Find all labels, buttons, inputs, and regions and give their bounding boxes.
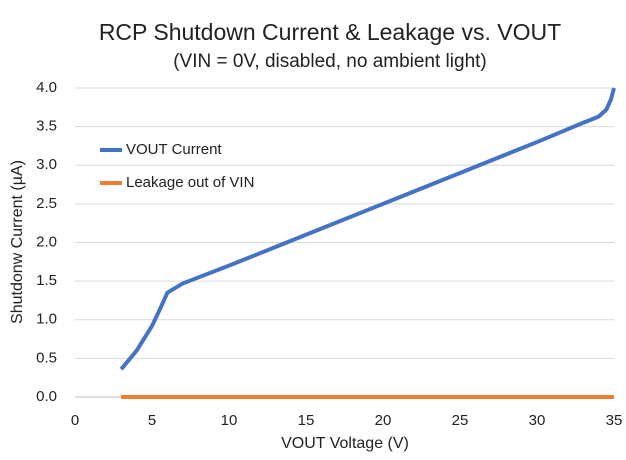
y-tick-label: 0.0	[36, 388, 57, 405]
x-tick-label: 20	[375, 412, 392, 429]
chart-title: RCP Shutdown Current & Leakage vs. VOUT	[99, 19, 561, 45]
series-line	[119, 87, 616, 371]
x-axis-label: VOUT Voltage (V)	[281, 435, 409, 452]
y-tick-label: 4.0	[36, 79, 57, 96]
legend-label: Leakage out of VIN	[126, 174, 254, 191]
x-tick-label: 35	[606, 412, 623, 429]
y-tick-label: 3.0	[36, 156, 57, 173]
y-axis-label: Shutdonw Current (µA)	[9, 160, 26, 324]
y-tick-label: 1.0	[36, 311, 57, 328]
y-tick-label: 1.5	[36, 272, 57, 289]
y-tick-label: 2.0	[36, 233, 57, 250]
x-tick-label: 0	[71, 412, 79, 429]
x-tick-label: 30	[529, 412, 546, 429]
chart-subtitle: (VIN = 0V, disabled, no ambient light)	[173, 51, 487, 72]
y-tick-label: 3.5	[36, 118, 57, 135]
y-tick-label: 2.5	[36, 195, 57, 212]
x-tick-label: 25	[452, 412, 469, 429]
x-tick-label: 10	[221, 412, 238, 429]
x-tick-label: 5	[148, 412, 156, 429]
x-tick-label: 15	[298, 412, 315, 429]
y-tick-label: 0.5	[36, 349, 57, 366]
legend-label: VOUT Current	[126, 141, 222, 158]
